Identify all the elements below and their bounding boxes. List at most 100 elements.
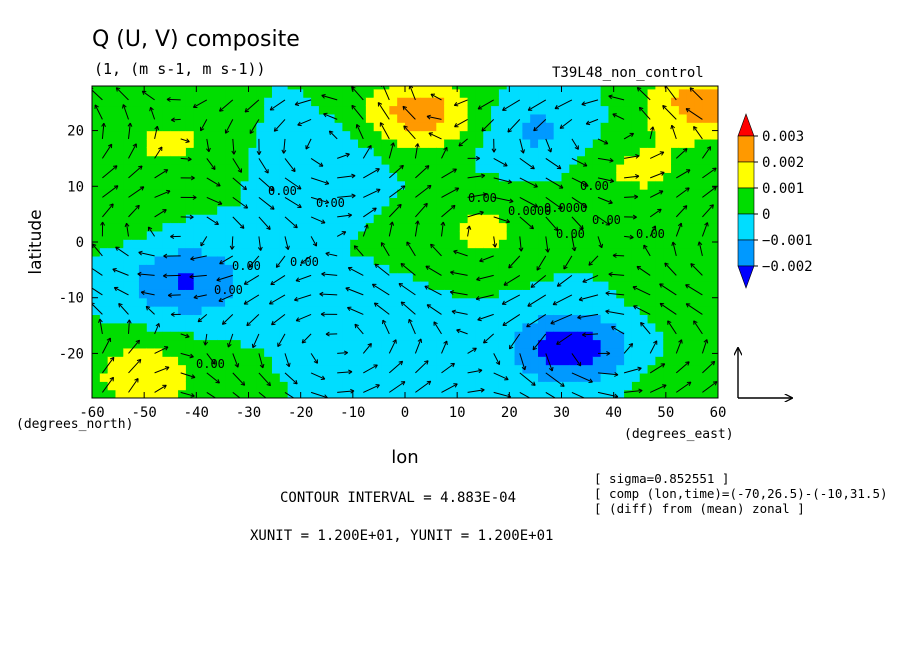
field-cell [647, 272, 656, 282]
field-cell [256, 230, 265, 240]
field-cell [107, 322, 117, 332]
field-cell [99, 189, 109, 199]
field-cell [459, 230, 469, 240]
wind-vector-head [380, 122, 385, 126]
field-cell [561, 164, 570, 173]
field-cell [311, 130, 320, 140]
field-cell [303, 255, 312, 265]
field-cell [631, 331, 641, 341]
field-cell [522, 322, 531, 332]
field-cell [405, 130, 414, 140]
wind-vector-head [632, 214, 637, 218]
field-cell [373, 138, 383, 148]
field-cell [185, 197, 195, 207]
field-cell [647, 264, 656, 274]
field-cell [365, 272, 375, 282]
field-cell [561, 306, 570, 316]
wind-vector-head [475, 155, 480, 159]
field-cell [694, 113, 703, 123]
wind-vector-head [234, 364, 239, 368]
field-cell [201, 281, 210, 290]
field-cell [671, 197, 680, 207]
field-cell [694, 289, 703, 299]
field-cell [138, 339, 148, 349]
wind-vector-head [305, 146, 310, 150]
field-cell [616, 331, 625, 341]
field-cell [639, 347, 649, 357]
wind-vector-head [483, 341, 488, 344]
wind-vector-head [294, 299, 299, 302]
field-cell [530, 222, 539, 232]
field-cell [694, 389, 703, 398]
field-cell [318, 297, 328, 307]
wind-vector [232, 177, 247, 190]
wind-vector [508, 255, 521, 269]
field-cell [92, 306, 101, 316]
field-cell [287, 214, 297, 224]
field-cell [162, 297, 171, 307]
wind-vector [284, 177, 302, 190]
field-cell [326, 122, 336, 132]
field-cell [592, 138, 602, 148]
field-cell [506, 289, 516, 299]
wind-vector-head [260, 246, 263, 251]
field-cell [248, 88, 257, 98]
field-cell [303, 147, 312, 157]
wind-vector-head [219, 260, 223, 265]
wind-vector [200, 236, 208, 247]
field-cell [530, 138, 539, 148]
field-cell [655, 239, 664, 249]
field-cell [702, 272, 711, 282]
field-cell [451, 180, 461, 190]
wind-vector-head [574, 246, 577, 252]
field-cell [405, 297, 414, 307]
wind-vector-head [190, 353, 194, 358]
field-cell [545, 138, 555, 148]
field-cell [545, 272, 555, 282]
wind-vector-head [690, 263, 695, 266]
field-cell [710, 197, 718, 207]
field-cell [365, 155, 375, 165]
field-cell [624, 214, 633, 224]
field-cell [271, 180, 281, 190]
wind-vector-head [402, 106, 405, 111]
field-cell [185, 239, 195, 249]
field-cell [459, 113, 469, 123]
field-cell [397, 372, 406, 382]
field-cell [561, 339, 570, 349]
wind-vector-head [227, 343, 229, 348]
field-cell [647, 130, 656, 140]
field-cell [467, 239, 477, 249]
wind-vector-head [466, 225, 470, 230]
field-cell [694, 189, 703, 199]
field-cell [514, 122, 523, 132]
field-cell [459, 205, 469, 215]
field-cell [459, 389, 469, 398]
field-cell [491, 322, 500, 332]
field-cell [694, 105, 703, 115]
wind-vector-head [249, 131, 254, 134]
field-cell [240, 306, 250, 316]
field-cell [444, 289, 453, 299]
field-cell [248, 189, 257, 199]
field-cell [483, 297, 492, 307]
field-cell [99, 322, 109, 332]
wind-vector [643, 244, 651, 257]
field-cell [491, 205, 500, 215]
field-cell [162, 88, 171, 98]
wind-vector-head [109, 203, 114, 206]
wind-vector [571, 138, 579, 150]
field-cell [631, 281, 641, 290]
field-cell [365, 264, 375, 274]
field-cell [491, 331, 500, 341]
field-cell [530, 86, 539, 90]
field-cell [264, 339, 273, 349]
wind-vector [698, 241, 703, 257]
wind-vector-head [664, 262, 667, 268]
x-tick-label: 20 [501, 405, 518, 421]
field-cell [99, 239, 109, 249]
field-cell [326, 138, 336, 148]
field-cell [436, 314, 445, 324]
field-cell [248, 347, 257, 357]
field-cell [342, 331, 351, 341]
